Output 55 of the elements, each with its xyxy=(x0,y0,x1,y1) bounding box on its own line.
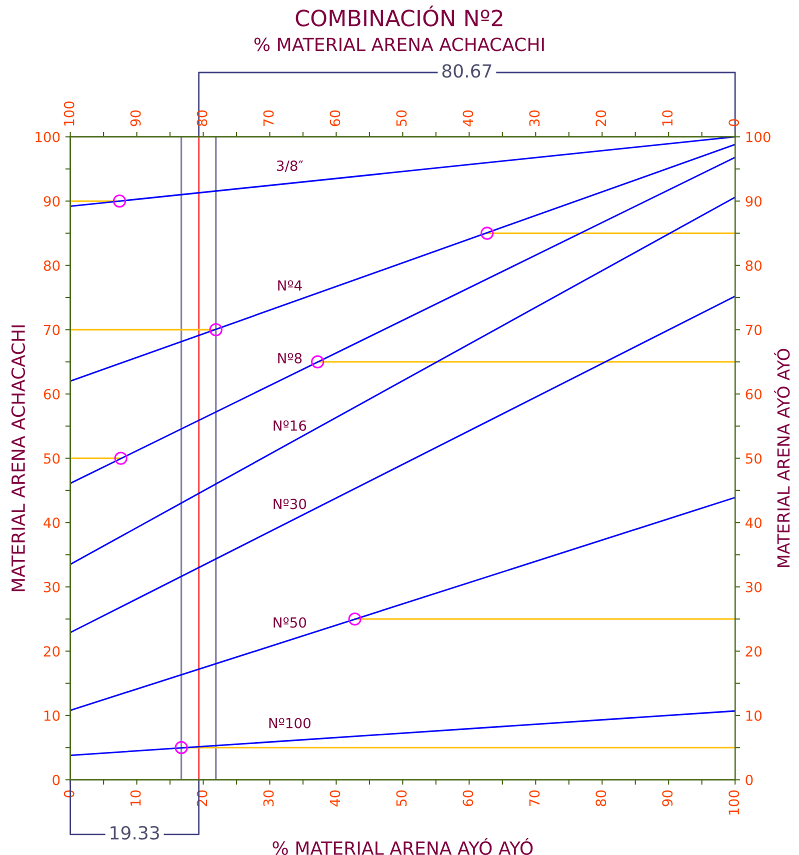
y2-tick-label: 20 xyxy=(746,646,762,657)
y2-tick-label: 40 xyxy=(745,518,762,528)
series-label: Nº50 xyxy=(274,617,306,628)
y2-tick-label: 100 xyxy=(746,132,770,142)
y-tick-label: 0 xyxy=(52,774,60,786)
y-tick-label: 80 xyxy=(44,260,60,271)
series-label: Nº30 xyxy=(274,498,306,510)
y2-tick-label: 0 xyxy=(746,774,753,786)
x2-tick-label: 20 xyxy=(596,110,606,126)
x2-tick-label: 80 xyxy=(196,110,208,126)
y-tick-label: 90 xyxy=(44,196,60,207)
y-tick-label: 100 xyxy=(36,132,60,142)
chart-title: COMBINACIÓN Nº2 xyxy=(296,6,502,26)
x2-tick-label: 90 xyxy=(130,110,141,126)
series-label: Nº100 xyxy=(269,718,310,728)
x-tick-label: 40 xyxy=(330,790,340,806)
text: 80.67 xyxy=(442,64,492,78)
x2-tick-label: 50 xyxy=(396,110,407,126)
x-axis-title: % MATERIAL ARENA AYÓ AYÓ xyxy=(272,838,533,855)
series-label: Nº8 xyxy=(278,352,302,364)
x2-tick-label: 30 xyxy=(529,110,540,126)
x-tick-label: 80 xyxy=(596,790,606,806)
y2-tick-label: 90 xyxy=(746,196,762,207)
x2-tick-label: 70 xyxy=(263,110,274,126)
series-label: Nº4 xyxy=(278,280,302,291)
x-tick-label: 90 xyxy=(662,790,673,806)
y-tick-label: 50 xyxy=(44,453,60,464)
y-tick-label: 60 xyxy=(44,388,60,400)
y2-tick-label: 80 xyxy=(746,260,762,271)
x2-tick-label: 0 xyxy=(728,119,740,126)
x2-tick-label: 40 xyxy=(462,110,474,126)
series-label: Nº16 xyxy=(274,420,306,431)
x-tick-label: 10 xyxy=(130,790,141,806)
x2-axis-title: % MATERIAL ARENA ACHACACHI xyxy=(254,38,544,52)
x-tick-label: 70 xyxy=(529,790,540,806)
y2-tick-label: 10 xyxy=(746,710,762,721)
y-tick-label: 20 xyxy=(44,646,60,657)
y2-axis-title: MATERIAL ARENA AYÓ AYÓ xyxy=(774,348,790,567)
x2-tick-label: 10 xyxy=(662,110,673,126)
x-tick-label: 30 xyxy=(263,790,274,806)
y-tick-label: 10 xyxy=(44,710,60,721)
x2-tick-label: 60 xyxy=(330,110,340,126)
series-label: 3/8″ xyxy=(276,160,304,172)
text: 19.33 xyxy=(110,826,159,840)
y2-tick-label: 30 xyxy=(746,582,762,592)
y2-tick-label: 60 xyxy=(746,388,762,400)
y-tick-label: 30 xyxy=(44,582,60,592)
y-tick-label: 70 xyxy=(44,324,60,336)
x-tick-label: 50 xyxy=(396,790,407,806)
x-tick-label: 60 xyxy=(462,790,474,806)
y-axis-title: MATERIAL ARENA ACHACACHI xyxy=(11,325,26,592)
y-tick-label: 40 xyxy=(44,518,60,528)
y2-tick-label: 50 xyxy=(746,453,762,464)
x-tick-label: 100 xyxy=(728,790,740,814)
y2-tick-label: 70 xyxy=(746,324,762,336)
